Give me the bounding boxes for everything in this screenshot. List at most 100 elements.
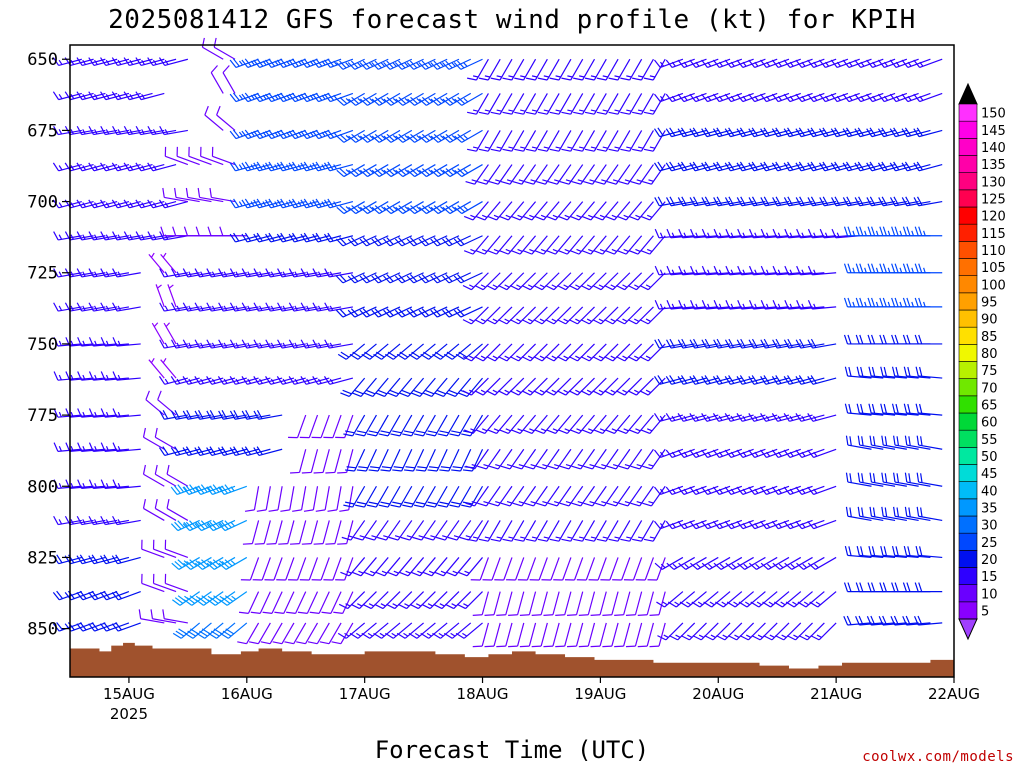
wind-barb [620,58,643,81]
wind-barb [500,448,525,470]
wind-barb [362,591,389,610]
wind-barb [474,272,501,291]
wind-barb [170,410,200,420]
wind-barb [241,302,271,312]
wind-barb [135,199,165,209]
wind-barb [206,339,236,349]
wind-barb [580,343,607,362]
wind-barb [760,375,790,385]
wind-barb [677,375,707,385]
wind-barb [194,446,224,457]
wind-barb [206,410,236,420]
wind-barb [166,499,189,521]
wind-barb [713,338,742,349]
wind-barb [620,520,643,542]
wind-barb [474,343,501,362]
wind-barb [533,343,560,362]
wind-barb [854,161,884,172]
wind-barb [845,472,872,487]
colorbar-label: 20 [981,553,998,568]
wind-barb [654,338,684,349]
wind-barb [679,591,707,608]
wind-barb [556,272,584,291]
wind-barb [154,499,177,521]
colorbar-swatch [958,584,978,603]
wind-barb [561,58,584,81]
colorbar-label: 85 [981,330,998,345]
wind-barb [914,226,943,237]
wind-barb [915,366,943,379]
wind-barb [253,446,283,457]
wind-barb [453,272,483,284]
wind-barb [475,201,501,221]
wind-barb [241,198,271,209]
wind-barb [159,339,188,349]
wind-barb [877,127,908,138]
wind-barb [276,198,306,209]
wind-barb [111,199,141,209]
wind-barb [581,414,607,435]
wind-barb [463,201,489,221]
wind-barb [437,485,460,508]
wind-barb [748,375,778,385]
wind-barb [76,199,106,209]
colorbar-label: 90 [981,313,998,328]
wind-barb [390,414,413,437]
wind-barb [529,557,548,581]
wind-barb [486,272,513,291]
wind-barb [286,591,307,614]
wind-barb [268,486,283,512]
wind-barb [525,520,548,542]
colorbar-swatch [958,601,978,620]
wind-barb [649,622,666,648]
wind-barb [111,91,141,101]
wind-barb [771,161,801,172]
y-tick-label: 750 [27,335,58,355]
wind-barb [425,485,448,508]
colorbar-label: 40 [981,484,998,499]
wind-barb [546,414,572,435]
colorbar-swatch [958,309,978,328]
wind-barb [604,272,631,291]
wind-barb [313,449,330,474]
wind-barb [462,272,489,291]
wind-barb [402,414,425,437]
colorbar-label: 100 [981,278,1006,293]
wind-barb [568,377,595,396]
colorbar-label: 110 [981,244,1006,259]
wind-barb [680,622,707,641]
wind-barb [701,161,731,172]
wind-barb [866,161,896,172]
wind-barb [643,130,666,152]
colorbar-swatch [958,275,978,294]
wind-barb [809,591,837,608]
colorbar-swatch [958,103,978,122]
wind-barb [445,591,472,610]
wind-barb [593,235,619,255]
wind-barb [842,161,872,172]
wind-barb [508,622,525,648]
wind-barb [712,127,742,138]
wind-barb [135,162,165,172]
chart-title: 2025081412 GFS forecast wind profile (kt… [108,5,916,35]
colorbar-swatch [958,326,978,345]
wind-barb [736,375,766,385]
wind-barb [478,93,501,115]
wind-barb [482,557,501,581]
wind-barb [141,539,165,558]
wind-barb [323,376,354,385]
wind-barb [632,58,654,81]
wind-barb [300,161,330,172]
wind-barb [665,127,695,138]
wind-barb [443,343,472,360]
wind-barb [447,520,472,541]
wind-barb [592,343,619,362]
wind-barb [288,232,318,243]
wind-barb [437,414,460,437]
wind-barb [111,590,141,601]
wind-barb [773,591,802,608]
wind-barb [606,448,631,470]
wind-barb [462,306,489,325]
wind-barb [689,375,719,385]
